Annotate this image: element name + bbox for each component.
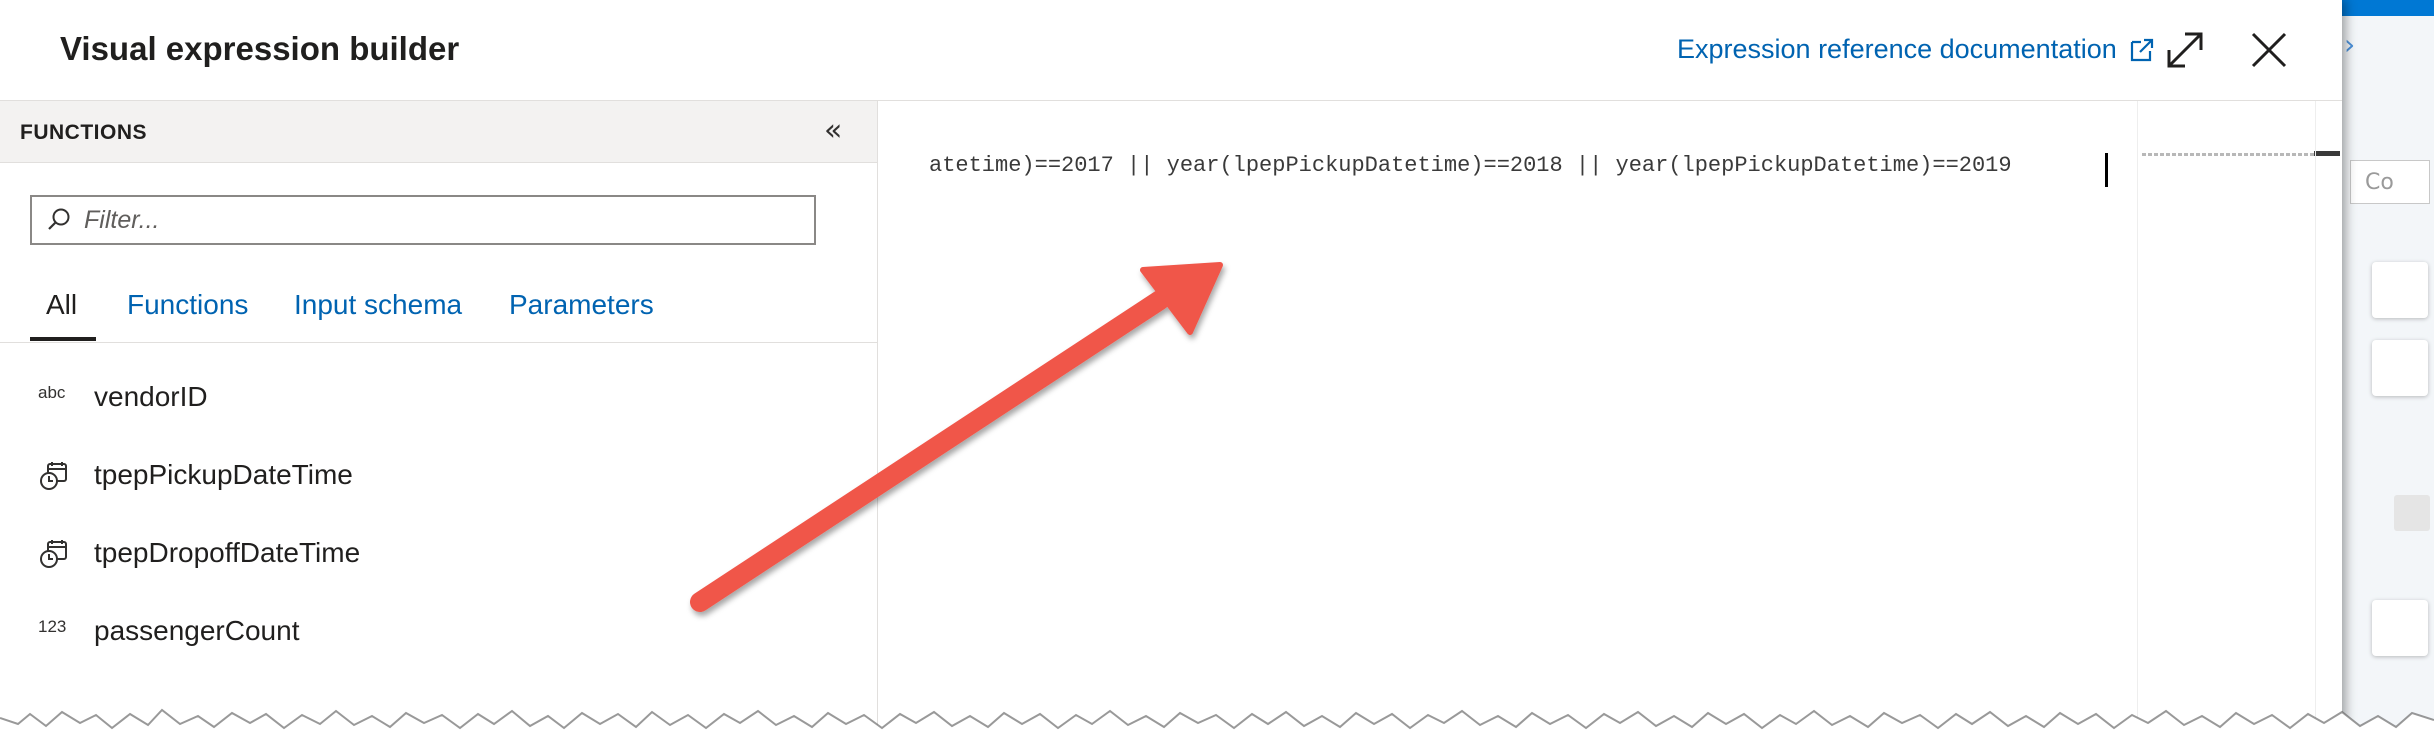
list-item[interactable]: tpepPickupDateTime [0, 449, 877, 509]
tab-functions[interactable]: Functions [127, 289, 249, 320]
chevron-right-icon[interactable]: › [2344, 28, 2356, 61]
list-item-label[interactable]: tpepPickupDateTime [94, 459, 353, 490]
editor-minimap[interactable] [2137, 101, 2340, 746]
expression-builder-panel: Visual expression builder Expression ref… [0, 0, 2342, 746]
minimap-viewport [2314, 151, 2340, 156]
background-search-box[interactable]: Co [2350, 160, 2430, 204]
datetime-type-icon [38, 539, 74, 569]
panel-header: Visual expression builder Expression ref… [0, 0, 2342, 101]
close-button[interactable] [2247, 28, 2291, 72]
expand-icon [2167, 32, 2203, 68]
tab-input-schema[interactable]: Input schema [294, 289, 463, 320]
torn-edge [0, 708, 2434, 746]
close-icon [2251, 32, 2287, 68]
tab-parameters[interactable]: Parameters [509, 289, 654, 320]
background-zoom-in-button[interactable] [2372, 340, 2428, 396]
tab-all[interactable]: All [46, 289, 78, 320]
filter-field[interactable] [30, 195, 816, 245]
text-cursor [2105, 153, 2108, 187]
number-type-icon: 123 [38, 617, 67, 636]
functions-pane: FUNCTIONS « All Functions Input schema P… [0, 101, 878, 746]
background-control[interactable] [2394, 495, 2430, 531]
tab-bar: All Functions Input schema Parameters [0, 271, 877, 343]
background-zoom-out-button[interactable] [2372, 600, 2428, 656]
background-page: › Co [2342, 0, 2434, 746]
expand-button[interactable] [2163, 28, 2207, 72]
list-item[interactable]: abc vendorID [0, 371, 877, 431]
doc-link-label[interactable]: Expression reference documentation [1677, 34, 2117, 64]
list-item[interactable]: tpepDropoffDateTime [0, 527, 877, 587]
doc-link[interactable]: Expression reference documentation [1677, 34, 2155, 65]
list-item-label[interactable]: vendorID [94, 381, 208, 412]
string-type-icon: abc [38, 383, 66, 402]
active-tab-indicator [30, 337, 96, 341]
collapse-icon[interactable]: « [824, 113, 843, 148]
filter-input[interactable] [84, 205, 784, 235]
list-item[interactable]: 123 passengerCount [0, 605, 877, 665]
panel-title: Visual expression builder [60, 30, 460, 67]
minimap-line [2142, 153, 2332, 156]
background-topbar [2342, 0, 2434, 16]
functions-header: FUNCTIONS « [0, 101, 877, 163]
external-link-icon [2130, 38, 2153, 61]
functions-heading: FUNCTIONS [20, 121, 147, 144]
expression-editor[interactable]: atetime)==2017 || year(lpepPickupDatetim… [879, 101, 2342, 746]
editor-scrollbar[interactable] [2315, 101, 2341, 746]
background-search-button[interactable] [2372, 262, 2428, 318]
list-item-label[interactable]: tpepDropoffDateTime [94, 537, 361, 568]
expression-text[interactable]: atetime)==2017 || year(lpepPickupDatetim… [929, 153, 2012, 178]
search-icon [48, 208, 70, 230]
list-item-label[interactable]: passengerCount [94, 615, 300, 646]
datetime-type-icon [38, 461, 74, 491]
